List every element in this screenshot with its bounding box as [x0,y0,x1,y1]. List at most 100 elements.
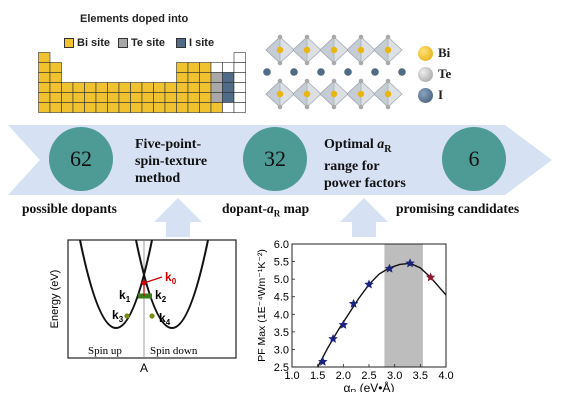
k4-label: k4 [159,311,171,327]
crystal-legend-te-label: Te [438,66,452,81]
y-tick-label: 4.5 [274,292,289,304]
legend-i-site: I site [176,36,214,50]
k0-pointer [143,276,163,284]
i-site-swatch [176,38,186,48]
chart-ticks: 1.0 1.5 2.0 2.5 3.0 3.5 4.0 2.5 3.0 3.5 4.0 4.5 5.0 5… [274,239,454,382]
step2-line3: power factors [324,175,406,191]
x-tick-label: 3.5 [413,370,428,382]
label-dopant-map: dopant-aR map [222,201,309,219]
i-atom-icon [418,87,433,103]
chart-y-label: PF Max (1E⁻⁴Wm⁻¹K⁻²) [256,249,268,362]
k0-label: k0 [165,270,177,286]
k2-label: k2 [155,288,167,304]
data-point-star [405,258,415,268]
label-promising-candidates: promising candidates [396,201,520,216]
y-tick-label: 3.0 [274,344,289,356]
legend-bi-site-label: Bi site [77,37,111,49]
step2-line1: Optimal aR [324,136,406,158]
legend-te-site: Te site [118,36,165,50]
iodine-atom [317,68,325,76]
y-tick-label: 4.0 [274,309,289,321]
periodic-table-title: Elements doped into [80,13,189,25]
step2-line2: range for [324,158,380,174]
label-possible-dopants: possible dopants [22,201,117,216]
step2-prefix: Optimal [324,137,378,152]
circle-possible-count: 62 [49,127,113,191]
step2-var: a [377,137,385,152]
data-point-star [338,319,349,329]
y-tick-label: 3.5 [274,327,289,339]
data-point-star [348,298,359,308]
up-arrow-right [340,198,388,237]
step1-line3: method [135,171,181,186]
legend-bi-site: Bi site [64,36,110,50]
band-y-label: Energy (eV) [49,270,61,329]
legend-te-site-label: Te site [131,37,166,49]
octahedron [373,34,403,66]
x-tick-label: 1.0 [284,370,299,382]
data-point-star [384,263,395,273]
y-tick-label: 2.5 [274,362,289,374]
y-tick-label: 5.0 [274,274,289,286]
map-suffix: map [280,201,310,216]
k0-point [141,280,147,286]
x-tick-label: 2.5 [361,370,376,382]
step1-line2: spin-texture [135,154,208,169]
iodine-atom [290,68,298,76]
map-sub: R [273,208,281,219]
legend-i-site-label: I site [189,37,215,49]
octahedron [346,34,376,66]
chart-frame [291,243,447,368]
te-atom-icon [418,66,433,82]
band-structure-diagram: k1 k2 k3 k4 k0 Spin up Spin down A Energ… [49,239,237,375]
chart-x-label: αR (eV•Å) [344,380,395,392]
pf-chart: 1.0 1.5 2.0 2.5 3.0 3.5 4.0 2.5 3.0 3.5 4.0 4.5 5.0 5… [256,239,454,392]
crystal-structure-illustration [263,34,406,110]
spin-up-band [79,239,153,329]
bi-site-swatch [64,38,74,48]
step2-sub: R [384,143,392,155]
step-spin-texture-method: Five-point- spin-texture method [135,136,207,187]
k1-label: k1 [119,288,131,304]
spin-down-band [135,239,209,329]
spin-down-label: Spin down [150,345,198,357]
crystal-legend-bi-label: Bi [438,45,451,60]
fit-curve [317,262,447,368]
band-x-label: A [140,361,148,375]
y-tick-label: 6.0 [274,239,289,251]
octahedron [292,78,322,110]
step1-line1: Five-point- [135,137,202,152]
data-point-star [364,279,374,289]
octahedron [319,78,349,110]
data-point-star [328,333,338,343]
x-tick-label: 1.5 [310,370,325,382]
step-optimal-range: Optimal aR range for power factors [324,136,406,192]
circle-candidate-count: 6 [442,127,506,191]
x-tick-label: 2.0 [336,370,351,382]
circle-map-count: 32 [243,127,307,191]
up-arrow-left [154,198,202,237]
iodine-atom [263,68,271,76]
x-tick-label: 3.0 [387,370,402,382]
octahedron [346,78,376,110]
optimal-range-shade [384,244,423,367]
map-var: a [267,201,274,216]
crystal-legend-i-label: I [438,87,444,102]
k3-label: k3 [112,308,124,324]
iodine-atom [344,68,352,76]
data-point-star [425,272,436,282]
iodine-atom [398,68,406,76]
periodic-cell [233,102,246,113]
spin-up-label: Spin up [88,345,122,357]
k3-point [124,313,130,319]
periodic-table-grid [38,52,246,113]
map-prefix: dopant- [222,201,268,216]
te-site-swatch [118,38,128,48]
octahedron [373,78,403,110]
x-tick-label: 4.0 [438,370,453,382]
crystal-legend-i: I [418,87,443,103]
data-point-star [318,356,328,366]
crystal-legend-te: Te [418,66,451,82]
y-tick-label: 5.5 [274,257,289,269]
